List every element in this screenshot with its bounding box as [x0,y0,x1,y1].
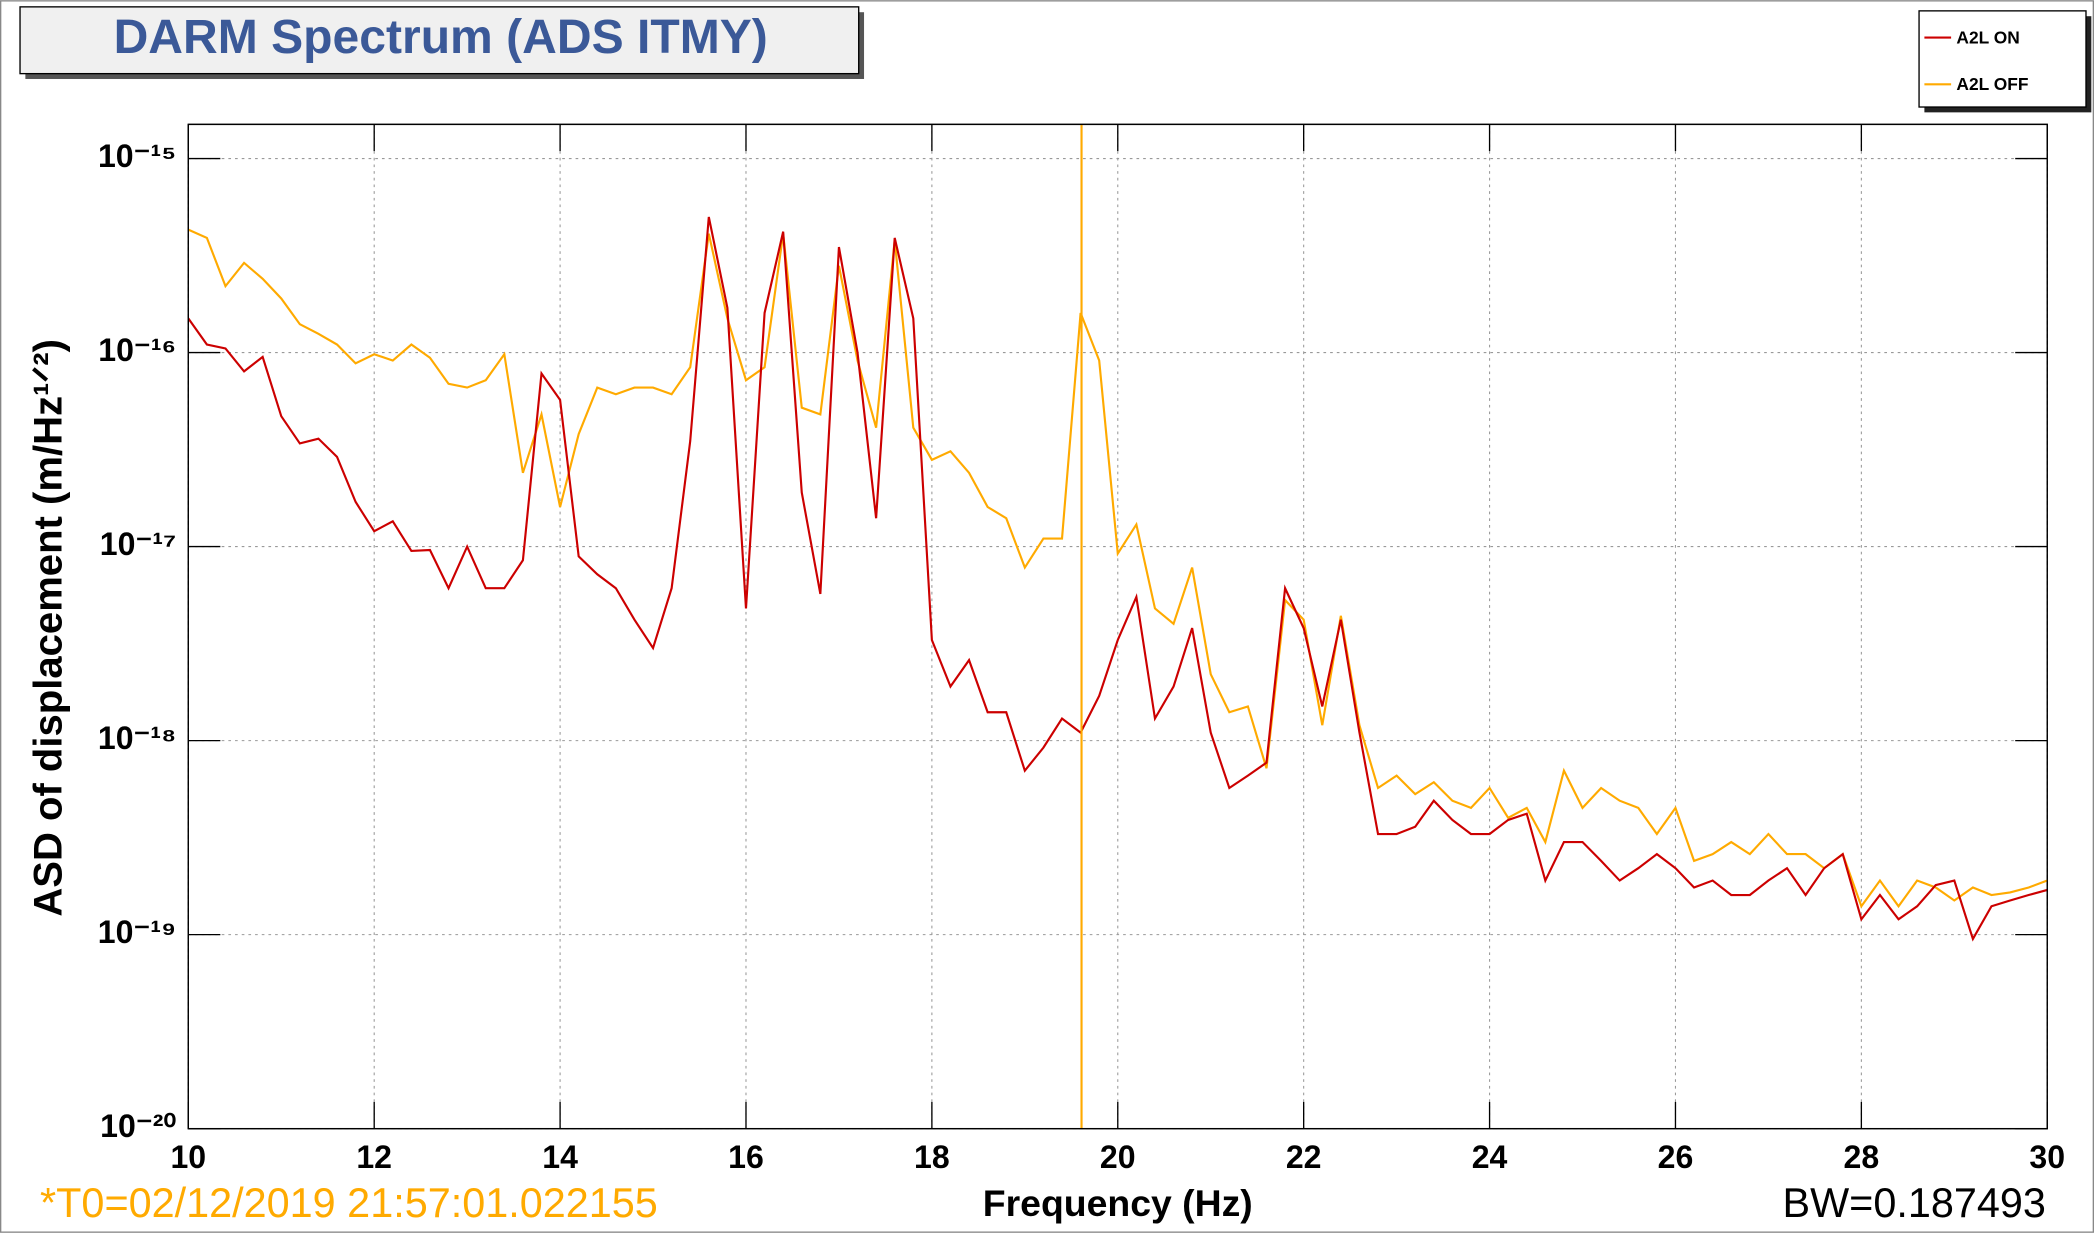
y-tick-label: 10⁻¹⁶ [98,332,176,368]
plot-border [187,123,2048,1130]
y-tick-label: 10⁻¹⁷ [100,526,176,562]
t0-annotation: *T0=02/12/2019 21:57:01.022155 [40,1180,658,1226]
series-line [187,228,2048,909]
legend: A2L ON A2L OFF [1918,10,2092,113]
x-tick-label: 26 [1658,1139,1694,1175]
legend-box [1918,10,2087,108]
y-tick-label: 10⁻²⁰ [100,1108,176,1144]
x-tick-label: 16 [728,1139,764,1175]
x-tick-label: 30 [2029,1139,2065,1175]
legend-label: A2L ON [1956,27,2019,47]
bw-annotation: BW=0.187493 [1783,1180,2046,1226]
x-axis-label: Frequency (Hz) [983,1182,1253,1224]
y-tick-label: 10⁻¹⁵ [98,138,176,174]
x-tick-label: 28 [1844,1139,1880,1175]
legend-label: A2L OFF [1956,74,2028,94]
x-tick-label: 12 [356,1139,392,1175]
series-line [187,216,2048,942]
x-tick-label: 18 [914,1139,950,1175]
x-tick-label: 22 [1286,1139,1322,1175]
x-tick-label: 14 [542,1139,578,1175]
plot-layer [187,124,2048,1129]
y-tick-label: 10⁻¹⁸ [98,720,176,756]
x-tick-label: 10 [170,1139,206,1175]
y-tick-label: 10⁻¹⁹ [98,914,176,950]
x-tick-label: 24 [1472,1139,1508,1175]
x-tick-label: 20 [1100,1139,1136,1175]
y-axis-label: ASD of displacement (m/Hz¹ᐟ²) [26,339,70,917]
title-box [19,6,860,75]
chart-title: DARM Spectrum (ADS ITMY) [114,10,768,64]
